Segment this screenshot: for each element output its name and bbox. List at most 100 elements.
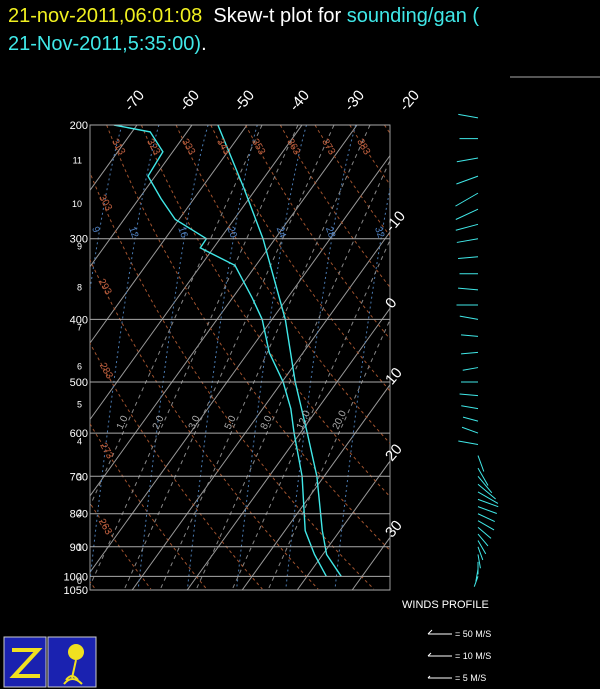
mixing-ratio-line bbox=[90, 125, 299, 587]
moist-label: 32 bbox=[372, 225, 386, 240]
adiabat-label: 293 bbox=[96, 277, 114, 297]
height-label: 4 bbox=[77, 437, 82, 447]
isotherm-label: 10 bbox=[382, 364, 406, 388]
title-date: 21-Nov-2011,5:35:00) bbox=[8, 33, 202, 55]
isotherm bbox=[90, 125, 193, 268]
dry-adiabat bbox=[383, 125, 390, 135]
wind-barb bbox=[473, 576, 479, 587]
moist-adiabat bbox=[90, 125, 160, 585]
logo-icon bbox=[68, 644, 84, 660]
moist-label: 16 bbox=[175, 225, 189, 240]
legend-barb bbox=[427, 675, 452, 679]
height-label: 6 bbox=[77, 362, 82, 372]
wind-barb bbox=[458, 256, 479, 260]
title: 21-nov-2011,06:01:08 Skew-t plot for sou… bbox=[8, 2, 479, 58]
adiabat-label: 313 bbox=[109, 137, 127, 157]
y-tick-label: 800 bbox=[70, 509, 88, 521]
y-tick-label: 600 bbox=[70, 428, 88, 440]
isotherm-label: -20 bbox=[396, 87, 423, 115]
height-label: 8 bbox=[77, 283, 82, 293]
isotherm-label: 0 bbox=[382, 294, 400, 311]
mixing-ratio-line bbox=[231, 238, 390, 590]
mixing-ratio-label: 8.0 bbox=[259, 414, 275, 432]
y-tick-label: 500 bbox=[70, 377, 88, 389]
wind-barb bbox=[477, 540, 487, 555]
wind-barb bbox=[459, 315, 479, 320]
dry-adiabat bbox=[314, 125, 390, 237]
adiabat-label: 373 bbox=[319, 137, 337, 157]
mixing-ratio-line bbox=[159, 125, 371, 590]
isotherm bbox=[186, 307, 390, 590]
title-time: 21-nov-2011,06:01:08 bbox=[8, 5, 203, 27]
height-label: 5 bbox=[77, 400, 82, 410]
logo-z bbox=[9, 648, 43, 678]
wind-barb bbox=[456, 157, 479, 163]
dry-adiabat bbox=[140, 125, 390, 498]
wind-barb bbox=[455, 223, 479, 231]
isotherm bbox=[90, 125, 248, 344]
height-label: 0 bbox=[77, 576, 82, 586]
wind-barb bbox=[477, 546, 484, 561]
legend-barb bbox=[427, 629, 452, 635]
mixing-ratio-label: 20.0 bbox=[331, 409, 349, 432]
isotherm bbox=[90, 125, 358, 497]
adiabat-label: 283 bbox=[97, 361, 115, 381]
dry-adiabat bbox=[279, 125, 390, 289]
wind-barb bbox=[477, 467, 489, 486]
moist-adiabat bbox=[236, 125, 307, 590]
height-label: 9 bbox=[77, 242, 82, 252]
wind-barb bbox=[477, 533, 489, 547]
dry-adiabat bbox=[106, 125, 390, 552]
title-source: sounding/gan ( bbox=[346, 5, 480, 27]
moist-label: 28 bbox=[323, 225, 337, 240]
wind-barb bbox=[477, 554, 481, 569]
isotherm bbox=[90, 125, 303, 421]
height-label: 7 bbox=[77, 323, 82, 333]
isotherm-label: -30 bbox=[341, 87, 368, 115]
mixing-ratio-label: 2.0 bbox=[151, 414, 167, 432]
adiabat-label: 263 bbox=[96, 517, 114, 537]
dry-adiabat bbox=[245, 125, 390, 340]
sounding-line bbox=[113, 125, 327, 577]
y-tick-label: 1000 bbox=[64, 571, 88, 583]
wind-barb bbox=[461, 351, 479, 355]
wind-barb bbox=[458, 440, 479, 446]
isotherm-label: -70 bbox=[121, 87, 148, 115]
wind-barb bbox=[477, 527, 492, 539]
wind-barb bbox=[461, 426, 479, 434]
wind-barb bbox=[477, 455, 485, 472]
y-tick-label: 1050 bbox=[64, 585, 88, 597]
logos bbox=[3, 636, 97, 688]
legend-label: = 50 M/S bbox=[455, 629, 491, 639]
adiabat-label: 333 bbox=[179, 137, 197, 157]
adiabat-label: 353 bbox=[249, 137, 267, 157]
height-label: 2 bbox=[77, 508, 82, 518]
moist-label: 20 bbox=[224, 225, 238, 240]
moist-label: 24 bbox=[274, 225, 288, 240]
mixing-ratio-line bbox=[267, 318, 390, 590]
height-label: 11 bbox=[73, 156, 82, 166]
isotherm bbox=[241, 383, 390, 590]
dry-adiabat bbox=[90, 342, 263, 590]
wind-barb bbox=[455, 192, 479, 207]
wind-barb bbox=[456, 175, 479, 185]
wind-barb bbox=[477, 491, 499, 504]
wind-barb bbox=[477, 513, 495, 523]
dry-adiabat bbox=[90, 502, 152, 590]
wind-barb bbox=[477, 483, 496, 500]
wind-barb bbox=[477, 506, 497, 514]
isotherm-label: -50 bbox=[231, 87, 258, 115]
mixing-ratio-label: 5.0 bbox=[223, 414, 239, 432]
wind-barb bbox=[477, 520, 495, 531]
y-tick-label: 700 bbox=[70, 471, 88, 483]
legend-label: = 5 M/S bbox=[455, 673, 486, 683]
adiabat-label: 273 bbox=[97, 441, 115, 461]
wind-barb bbox=[462, 416, 479, 422]
moist-label: 9 bbox=[89, 225, 101, 234]
wind-barb bbox=[461, 334, 479, 337]
wind-barb bbox=[458, 113, 479, 119]
wind-barb bbox=[456, 238, 479, 243]
wind-barb bbox=[475, 569, 479, 582]
adiabat-label: 363 bbox=[284, 137, 302, 157]
